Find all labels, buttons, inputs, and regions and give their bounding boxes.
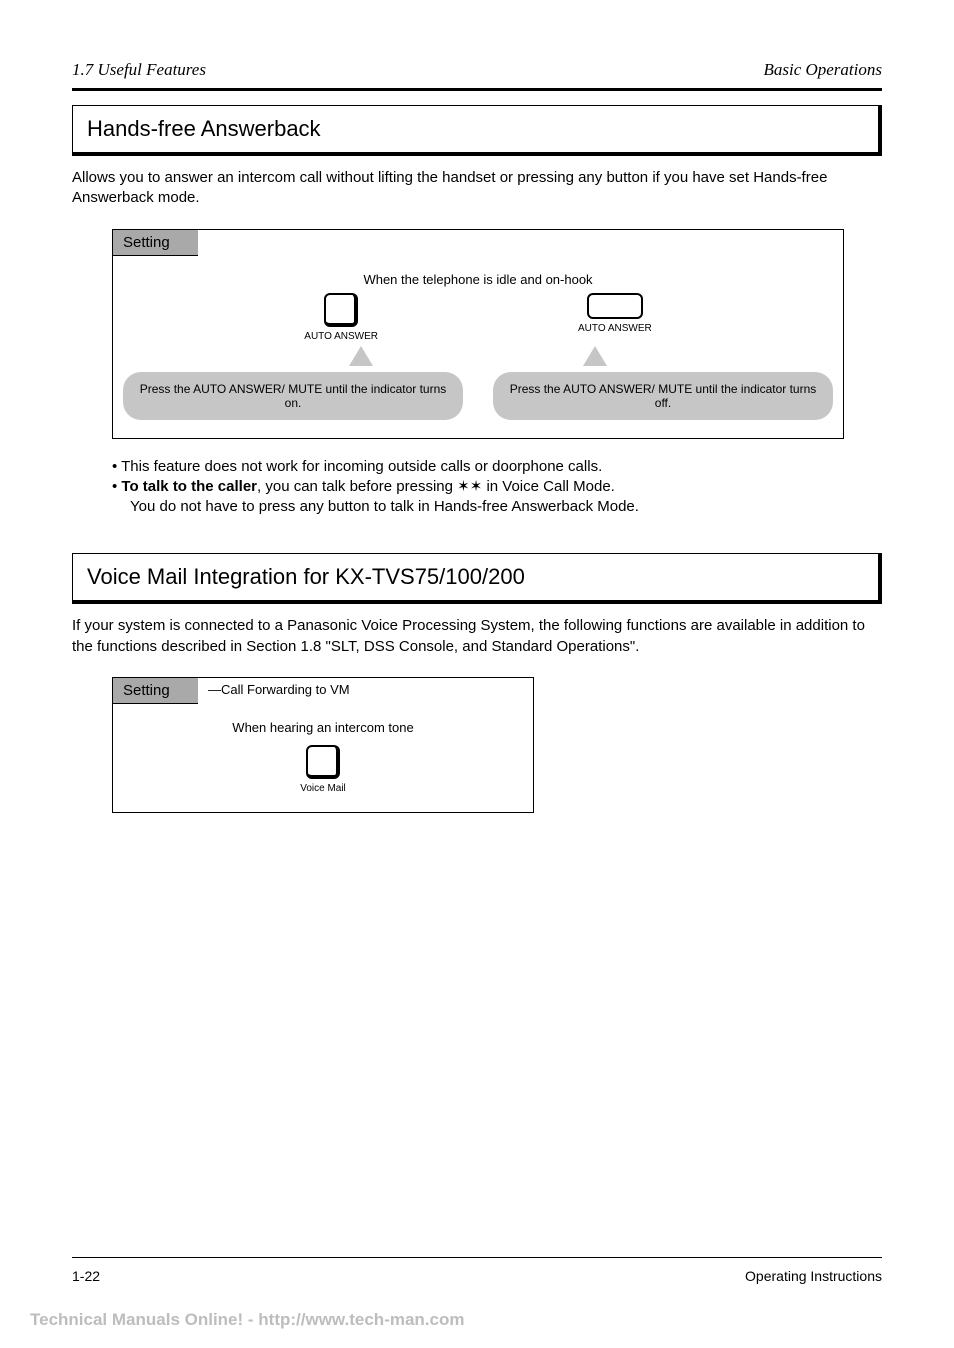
section2-setting-box: Setting —Call Forwarding to VM When hear… (112, 677, 534, 813)
chapter-left: 1.7 Useful Features (72, 60, 206, 80)
b2-prefix: • (112, 478, 121, 495)
header-rule (72, 88, 882, 91)
section2-desc: If your system is connected to a Panason… (72, 616, 882, 657)
auto-answer-on-label: AUTO ANSWER (304, 331, 378, 342)
section1-title-box: Hands-free Answerback (72, 105, 882, 156)
section1-desc: Allows you to answer an intercom call wi… (72, 168, 882, 209)
setting2-sublabel: —Call Forwarding to VM (208, 682, 350, 697)
setting-label-1: Setting (113, 230, 198, 256)
auto-answer-off-label: AUTO ANSWER (578, 323, 652, 334)
triangle-right-icon (583, 346, 607, 366)
b2-rest: , you can talk before pressing (257, 478, 457, 495)
chapter-right: Basic Operations (763, 60, 882, 80)
auto-answer-off-icon (587, 293, 643, 319)
section1-title: Hands-free Answerback (87, 116, 321, 141)
b2-rest2: in Voice Call Mode. (482, 478, 615, 495)
bullet-1: • This feature does not work for incomin… (112, 457, 882, 477)
section1-bullets: • This feature does not work for incomin… (112, 457, 882, 518)
auto-answer-on-icon (324, 293, 358, 327)
pill-left: Press the AUTO ANSWER/ MUTE until the in… (123, 372, 463, 420)
section2-title-box: Voice Mail Integration for KX-TVS75/100/… (72, 553, 882, 604)
b2-line2: You do not have to press any button to t… (130, 498, 639, 515)
setting-label-2: Setting (113, 678, 198, 704)
pill-right: Press the AUTO ANSWER/ MUTE until the in… (493, 372, 833, 420)
watermark: Technical Manuals Online! - http://www.t… (30, 1310, 465, 1330)
b2-bold: To talk to the caller (121, 478, 257, 495)
footer-rule (72, 1257, 882, 1258)
star-star-icon: ✶✶ (457, 478, 482, 495)
section2-title: Voice Mail Integration for KX-TVS75/100/… (87, 564, 525, 589)
voice-mail-label: Voice Mail (300, 783, 346, 794)
bullet-2: • To talk to the caller, you can talk be… (112, 477, 882, 518)
chapter-header: 1.7 Useful Features Basic Operations (72, 60, 882, 80)
section1-setting-box: Setting When the telephone is idle and o… (112, 229, 844, 439)
setting1-caption: When the telephone is idle and on-hook (123, 272, 833, 287)
page-number: 1-22 (72, 1268, 100, 1284)
footer: 1-22 Operating Instructions (72, 1268, 882, 1284)
setting2-caption: When hearing an intercom tone (123, 720, 523, 735)
triangle-left-icon (349, 346, 373, 366)
footer-title: Operating Instructions (745, 1268, 882, 1284)
voice-mail-icon (306, 745, 340, 779)
